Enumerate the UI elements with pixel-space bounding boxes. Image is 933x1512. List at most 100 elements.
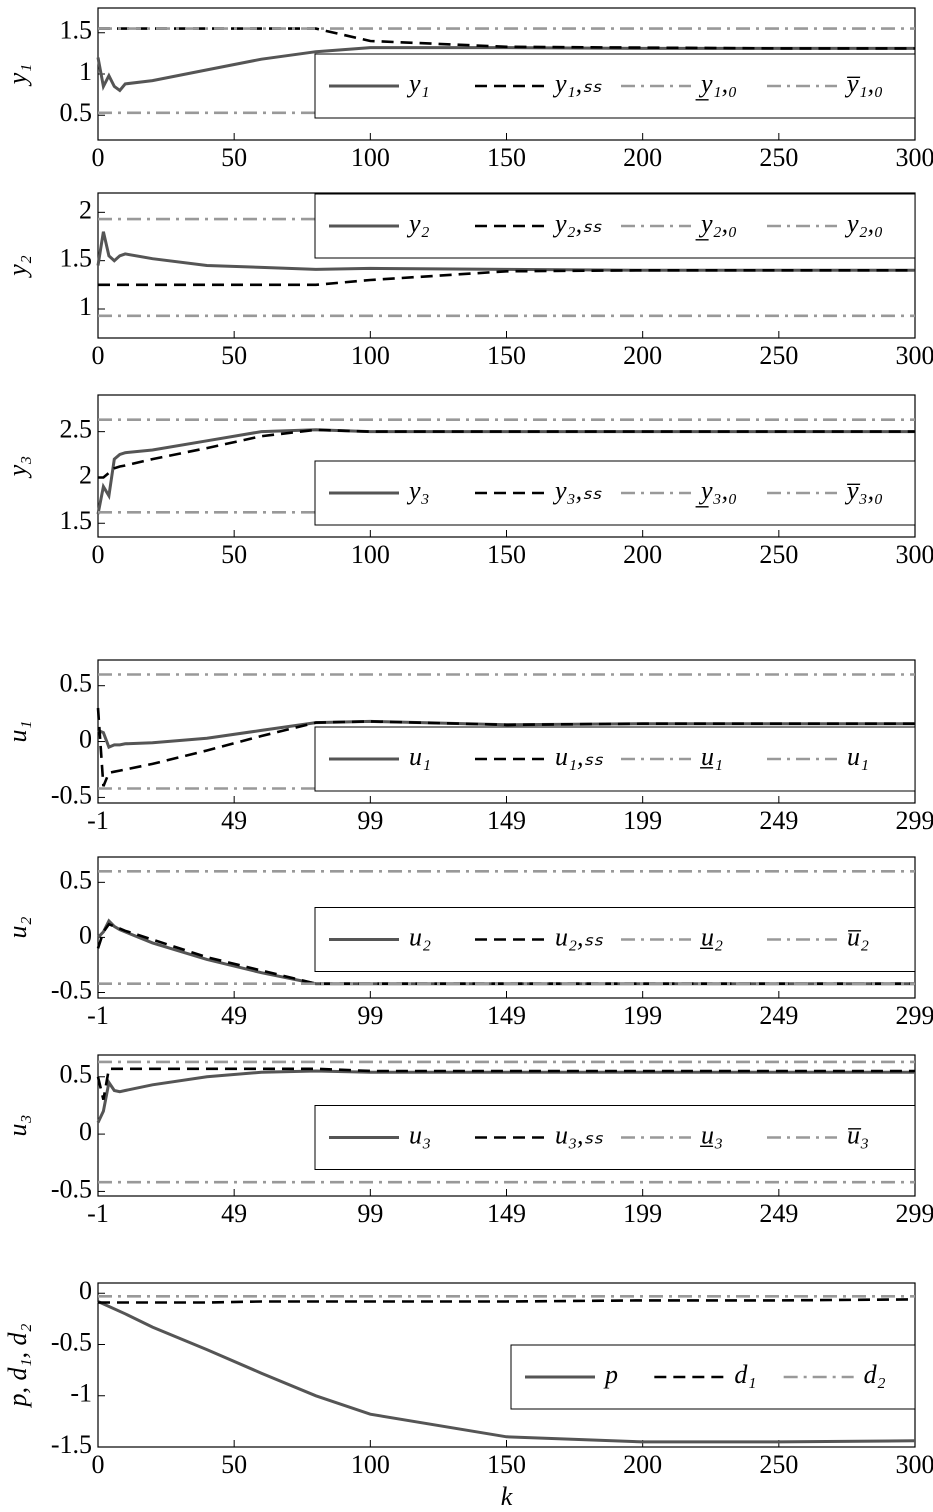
- x-tick-label: 0: [92, 143, 105, 172]
- series-line: [98, 269, 915, 287]
- x-tick-label: 150: [487, 540, 526, 569]
- legend-box: [314, 1105, 916, 1170]
- legend-label: u̅₃: [847, 1120, 869, 1149]
- x-tick-label: 149: [487, 806, 526, 835]
- legend-label: u̲₃: [700, 1120, 723, 1149]
- series-line: [96, 1067, 915, 1100]
- x-tick-label: 300: [896, 1450, 933, 1479]
- y-axis-label: u₃: [3, 1114, 32, 1136]
- y-tick-label: 1.5: [60, 244, 93, 273]
- series-line: [98, 27, 915, 50]
- legend: y₁ y₁,ₛₛ y̲₁,₀ y̅₁,₀: [314, 53, 916, 119]
- y-tick-label: 1.5: [60, 506, 93, 535]
- x-tick-label: 250: [759, 341, 798, 370]
- x-tick-label: 49: [221, 1199, 247, 1228]
- legend: p d₁ d₂: [510, 1344, 916, 1410]
- x-tick-label: 99: [357, 1001, 383, 1030]
- legend-label: d₁: [734, 1360, 756, 1389]
- x-tick-label: -1: [87, 806, 109, 835]
- x-tick-label: 249: [759, 1001, 798, 1030]
- legend: u₃ u₃,ₛₛ u̲₃ u̅₃: [314, 1105, 916, 1170]
- legend-label: y̅₁,₀: [844, 69, 883, 98]
- y-tick-label: 0: [79, 725, 92, 754]
- x-tick-label: -1: [87, 1199, 109, 1228]
- legend: y₂ y₂,ₛₛ y̲₂,₀ y₂,₀: [314, 193, 916, 259]
- x-tick-label: 199: [623, 806, 662, 835]
- legend-label: u₂: [409, 922, 431, 951]
- x-tick-label: 250: [759, 143, 798, 172]
- legend-label: y₁,ₛₛ: [552, 69, 602, 98]
- x-tick-label: 0: [92, 1450, 105, 1479]
- y-tick-label: 2: [79, 460, 92, 489]
- y-tick-label: -0.5: [51, 1174, 92, 1203]
- legend-label: u₃: [409, 1120, 431, 1149]
- y-tick-label: 0: [79, 920, 92, 949]
- x-tick-label: 150: [487, 143, 526, 172]
- legend-box: [314, 53, 916, 119]
- legend-label: u̲₂: [700, 922, 723, 951]
- legend-box: [314, 193, 916, 259]
- legend-label: u₁: [409, 742, 431, 771]
- x-tick-label: 150: [487, 341, 526, 370]
- x-tick-label: 100: [351, 1450, 390, 1479]
- y-axis-label: y₁: [3, 64, 32, 88]
- x-tick-label: 299: [896, 806, 933, 835]
- y-tick-label: -1: [70, 1379, 92, 1408]
- x-tick-label: 299: [896, 1001, 933, 1030]
- x-tick-label: -1: [87, 1001, 109, 1030]
- y-tick-label: 2.5: [60, 415, 93, 444]
- legend-box: [314, 460, 916, 526]
- legend-label: y₂: [406, 209, 430, 238]
- legend-label: y̲₂,₀: [695, 209, 737, 242]
- y-tick-label: 0.5: [60, 669, 93, 698]
- legend-label: u₁,ₛₛ: [555, 742, 603, 771]
- legend-label: y̲₁,₀: [695, 69, 737, 102]
- y-axis-label: y₃: [3, 456, 32, 480]
- x-tick-label: 150: [487, 1450, 526, 1479]
- legend: u₂ u₂,ₛₛ u̲₂ u̅₂: [314, 907, 916, 972]
- y-tick-label: -0.5: [51, 1327, 92, 1356]
- legend-label: p: [603, 1360, 618, 1389]
- x-tick-label: 300: [896, 143, 933, 172]
- x-tick-label: 50: [221, 1450, 247, 1479]
- legend-label: y₃,ₛₛ: [552, 476, 602, 505]
- x-tick-label: 300: [896, 341, 933, 370]
- y-tick-label: 0: [79, 1117, 92, 1146]
- legend-label: y̲₃,₀: [695, 476, 737, 509]
- y-tick-label: -0.5: [51, 780, 92, 809]
- x-tick-label: 249: [759, 1199, 798, 1228]
- y-axis-label: u₂: [3, 916, 32, 938]
- x-tick-label: 49: [221, 806, 247, 835]
- series-line: [96, 428, 915, 515]
- y-tick-label: -0.5: [51, 975, 92, 1004]
- legend-label: u̲₁: [700, 742, 723, 771]
- x-tick-label: 100: [351, 143, 390, 172]
- x-tick-label: 49: [221, 1001, 247, 1030]
- x-tick-label: 0: [92, 540, 105, 569]
- x-tick-label: 200: [623, 1450, 662, 1479]
- x-tick-label: 200: [623, 341, 662, 370]
- legend-label: u₁: [847, 742, 869, 771]
- y-tick-label: 1: [79, 292, 92, 321]
- y-tick-label: 0.5: [60, 865, 93, 894]
- subplot: 0 50 100 150 200 250 300 -1.5 -1 -0.5 0 p, d₁, d₂ k p…: [3, 1276, 933, 1511]
- series-line: [98, 1298, 916, 1304]
- x-tick-label: 199: [623, 1199, 662, 1228]
- x-tick-label: 50: [221, 540, 247, 569]
- x-tick-label: 250: [759, 540, 798, 569]
- series-line: [97, 1300, 916, 1444]
- x-tick-label: 0: [92, 341, 105, 370]
- x-tick-label: 100: [351, 341, 390, 370]
- legend-box: [314, 907, 916, 972]
- legend: u₁ u₁,ₛₛ u̲₁ u₁: [314, 726, 916, 792]
- y-tick-label: 1: [79, 57, 92, 86]
- legend-label: u₂,ₛₛ: [555, 922, 603, 951]
- x-tick-label: 100: [351, 540, 390, 569]
- y-tick-label: -1.5: [51, 1430, 92, 1459]
- x-axis-label: k: [501, 1482, 513, 1511]
- series-line: [96, 707, 915, 787]
- legend-label: u₃,ₛₛ: [555, 1120, 603, 1149]
- legend-label: y̅₃,₀: [844, 476, 883, 505]
